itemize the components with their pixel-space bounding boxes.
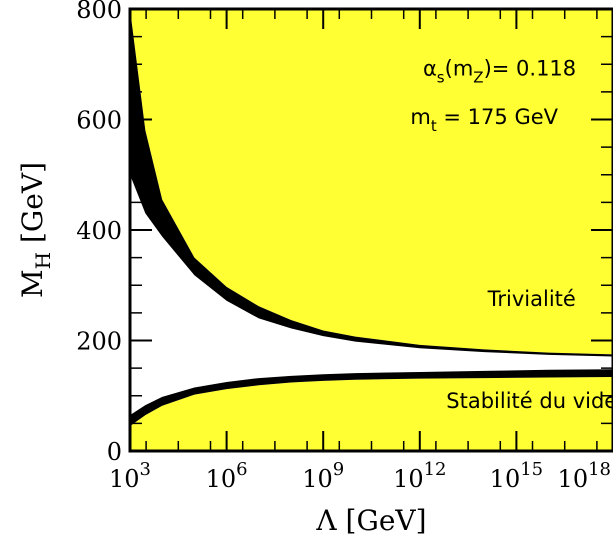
annotation-alpha: αs(mZ)= 0.118 — [423, 56, 576, 86]
x-tick-label: 1015 — [490, 459, 543, 493]
triviality-excluded-region — [130, 9, 613, 355]
y-tick-label: 200 — [76, 328, 122, 356]
stability-excluded-region — [130, 376, 613, 451]
y-axis-title: MH [GeV] — [16, 162, 55, 298]
x-tick-label: 109 — [302, 459, 344, 493]
x-tick-label: 1018 — [558, 459, 611, 493]
y-tick-label: 0 — [107, 438, 122, 466]
x-axis-title: Λ [GeV] — [315, 504, 426, 537]
y-tick-label: 400 — [76, 217, 122, 245]
annotation-mtop: mt = 175 GeV — [410, 105, 558, 135]
y-tick-label: 600 — [76, 107, 122, 135]
x-tick-label: 103 — [109, 459, 151, 493]
x-tick-label: 1012 — [393, 459, 446, 493]
x-tick-label: 106 — [206, 459, 248, 493]
annotation-stabilite: Stabilité du vide — [446, 389, 613, 413]
y-tick-label: 800 — [76, 0, 122, 24]
plot-frame — [128, 7, 613, 453]
stability-band — [130, 369, 613, 427]
annotation-trivialite: Trivialité — [487, 287, 576, 311]
